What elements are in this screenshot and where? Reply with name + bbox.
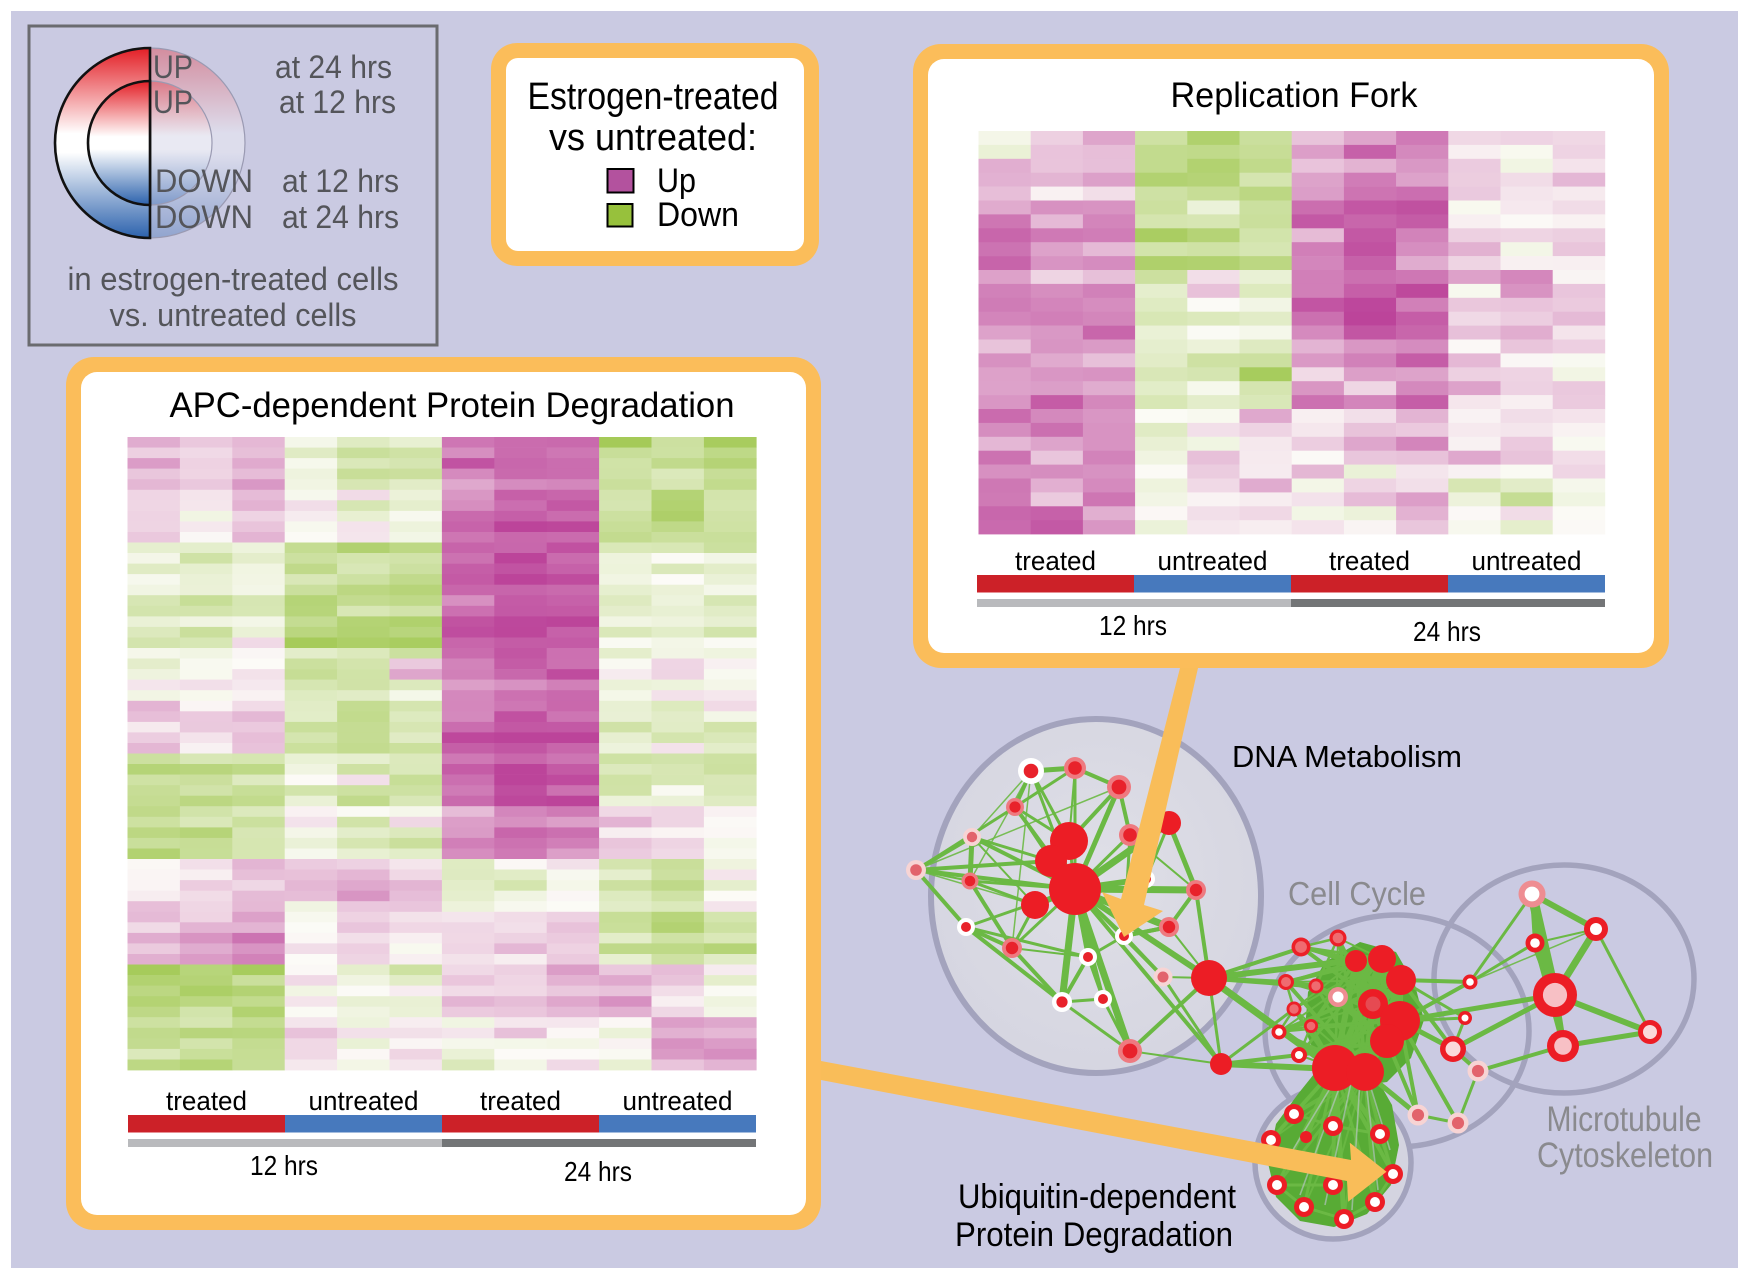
svg-text:UP: UP xyxy=(153,84,193,120)
svg-text:DNA Metabolism: DNA Metabolism xyxy=(1232,739,1462,774)
svg-text:Cytoskeleton: Cytoskeleton xyxy=(1537,1136,1713,1175)
svg-text:at 12 hrs: at 12 hrs xyxy=(279,84,396,120)
svg-text:Up: Up xyxy=(657,162,696,200)
svg-text:at 24 hrs: at 24 hrs xyxy=(282,199,399,235)
svg-text:Down: Down xyxy=(657,196,739,234)
svg-text:treated: treated xyxy=(1015,546,1096,576)
svg-text:at 24 hrs: at 24 hrs xyxy=(275,49,392,85)
svg-text:at 12 hrs: at 12 hrs xyxy=(282,163,399,199)
svg-text:untreated: untreated xyxy=(1472,546,1582,576)
svg-text:in estrogen-treated cells: in estrogen-treated cells xyxy=(68,261,399,297)
svg-text:Microtubule: Microtubule xyxy=(1547,1100,1702,1139)
svg-text:DOWN: DOWN xyxy=(155,199,253,235)
svg-text:24 hrs: 24 hrs xyxy=(564,1156,632,1187)
svg-text:treated: treated xyxy=(480,1086,561,1116)
svg-text:Protein Degradation: Protein Degradation xyxy=(955,1216,1233,1254)
svg-text:vs untreated:: vs untreated: xyxy=(549,117,757,159)
svg-text:Cell Cycle: Cell Cycle xyxy=(1288,875,1426,912)
svg-text:12 hrs: 12 hrs xyxy=(250,1150,318,1181)
svg-text:Estrogen-treated: Estrogen-treated xyxy=(528,76,779,118)
svg-text:untreated: untreated xyxy=(1158,546,1268,576)
svg-text:12 hrs: 12 hrs xyxy=(1099,610,1167,641)
svg-text:DOWN: DOWN xyxy=(155,163,253,199)
svg-text:treated: treated xyxy=(1329,546,1410,576)
svg-text:Ubiquitin-dependent: Ubiquitin-dependent xyxy=(958,1178,1237,1216)
svg-text:untreated: untreated xyxy=(309,1086,419,1116)
svg-text:APC-dependent Protein Degradat: APC-dependent Protein Degradation xyxy=(170,386,735,425)
svg-text:treated: treated xyxy=(166,1086,247,1116)
svg-text:vs. untreated cells: vs. untreated cells xyxy=(110,297,357,333)
svg-text:untreated: untreated xyxy=(623,1086,733,1116)
svg-text:UP: UP xyxy=(153,49,193,85)
svg-text:24 hrs: 24 hrs xyxy=(1413,616,1481,647)
svg-text:Replication Fork: Replication Fork xyxy=(1171,76,1418,115)
